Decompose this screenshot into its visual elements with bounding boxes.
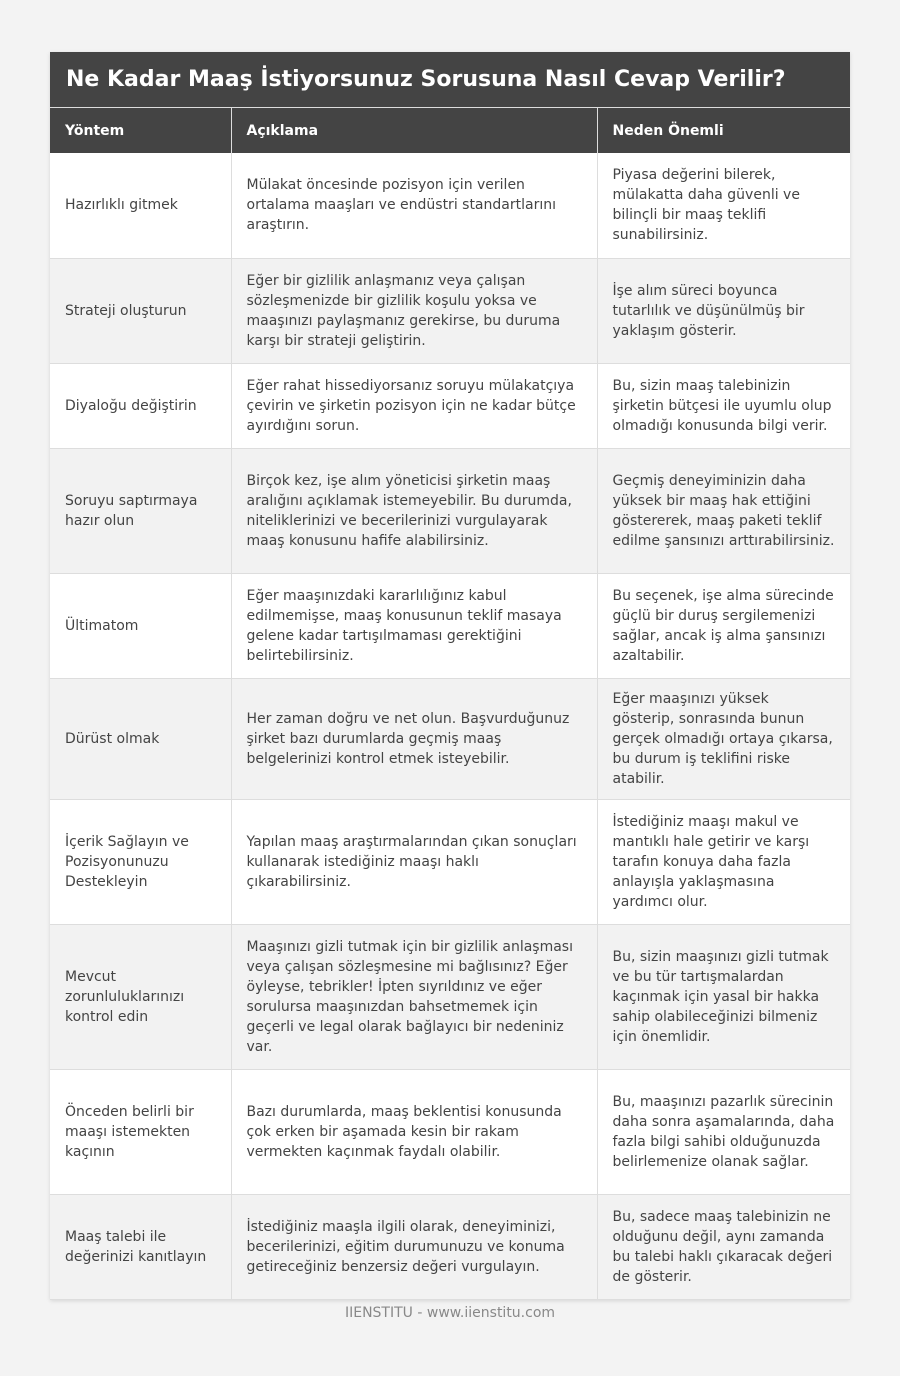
cell-description: Yapılan maaş araştırmalarından çıkan son… bbox=[231, 799, 598, 925]
cell-description: Birçok kez, işe alım yöneticisi şirketin… bbox=[231, 448, 598, 574]
cell-importance: Bu, maaşınızı pazarlık sürecinin daha so… bbox=[597, 1069, 850, 1195]
cell-method: Soruyu saptırmaya hazır olun bbox=[50, 448, 232, 574]
cell-importance: İstediğiniz maaşı makul ve mantıklı hale… bbox=[597, 799, 850, 925]
table-row: Maaş talebi ile değerinizi kanıtlayın İst… bbox=[50, 1194, 850, 1300]
table-row: Hazırlıklı gitmek Mülakat öncesinde pozis… bbox=[50, 153, 850, 259]
header-row: Yöntem Açıklama Neden Önemli bbox=[50, 108, 850, 153]
cell-description: Eğer rahat hissediyorsanız soruyu mülaka… bbox=[231, 363, 598, 449]
cell-method: Önceden belirli bir maaşı istemekten kaç… bbox=[50, 1069, 232, 1195]
header-description: Açıklama bbox=[231, 108, 598, 153]
cell-method: Diyaloğu değiştirin bbox=[50, 363, 232, 449]
cell-importance: Bu, sizin maaşınızı gizli tutmak ve bu t… bbox=[597, 924, 850, 1070]
cell-importance: Bu seçenek, işe alma sürecinde güçlü bir… bbox=[597, 573, 850, 679]
cell-description: Bazı durumlarda, maaş beklentisi konusun… bbox=[231, 1069, 598, 1195]
table-row: Önceden belirli bir maaşı istemekten kaç… bbox=[50, 1069, 850, 1195]
cell-importance: Bu, sadece maaş talebinizin ne olduğunu … bbox=[597, 1194, 850, 1300]
table-row: Strateji oluşturun Eğer bir gizlilik anla… bbox=[50, 258, 850, 364]
table-row: İçerik Sağlayın ve Pozisyonunuzu Destekl… bbox=[50, 799, 850, 925]
cell-description: İstediğiniz maaşla ilgili olarak, deneyi… bbox=[231, 1194, 598, 1300]
header-importance: Neden Önemli bbox=[597, 108, 850, 153]
table-row: Soruyu saptırmaya hazır olun Birçok kez, … bbox=[50, 448, 850, 574]
cell-description: Maaşınızı gizli tutmak için bir gizlilik… bbox=[231, 924, 598, 1070]
table-row: Ültimatom Eğer maaşınızdaki kararlılığını… bbox=[50, 573, 850, 679]
table-row: Dürüst olmak Her zaman doğru ve net olun.… bbox=[50, 678, 850, 800]
cell-importance: Piyasa değerini bilerek, mülakatta daha … bbox=[597, 153, 850, 259]
cell-importance: Bu, sizin maaş talebinizin şirketin bütç… bbox=[597, 363, 850, 449]
cell-method: Hazırlıklı gitmek bbox=[50, 153, 232, 259]
header-method: Yöntem bbox=[50, 108, 232, 153]
table-title: Ne Kadar Maaş İstiyorsunuz Sorusuna Nası… bbox=[50, 52, 850, 108]
cell-method: Maaş talebi ile değerinizi kanıtlayın bbox=[50, 1194, 232, 1300]
cell-description: Eğer bir gizlilik anlaşmanız veya çalışa… bbox=[231, 258, 598, 364]
table-row: Diyaloğu değiştirin Eğer rahat hissediyor… bbox=[50, 363, 850, 449]
cell-description: Her zaman doğru ve net olun. Başvurduğun… bbox=[231, 678, 598, 800]
table-row: Mevcut zorunluluklarınızı kontrol edin Ma… bbox=[50, 924, 850, 1070]
cell-method: Strateji oluşturun bbox=[50, 258, 232, 364]
salary-table-card: Ne Kadar Maaş İstiyorsunuz Sorusuna Nası… bbox=[50, 52, 850, 1300]
cell-importance: Eğer maaşınızı yüksek gösterip, sonrasın… bbox=[597, 678, 850, 800]
cell-method: Ültimatom bbox=[50, 573, 232, 679]
footer-credit: IIENSTITU - www.iienstitu.com bbox=[344, 1305, 556, 1321]
cell-description: Eğer maaşınızdaki kararlılığınız kabul e… bbox=[231, 573, 598, 679]
cell-importance: Geçmiş deneyiminizin daha yüksek bir maa… bbox=[597, 448, 850, 574]
cell-method: İçerik Sağlayın ve Pozisyonunuzu Destekl… bbox=[50, 799, 232, 925]
cell-method: Dürüst olmak bbox=[50, 678, 232, 800]
salary-table: Yöntem Açıklama Neden Önemli Hazırlıklı … bbox=[50, 108, 850, 1300]
cell-importance: İşe alım süreci boyunca tutarlılık ve dü… bbox=[597, 258, 850, 364]
cell-method: Mevcut zorunluluklarınızı kontrol edin bbox=[50, 924, 232, 1070]
cell-description: Mülakat öncesinde pozisyon için verilen … bbox=[231, 153, 598, 259]
